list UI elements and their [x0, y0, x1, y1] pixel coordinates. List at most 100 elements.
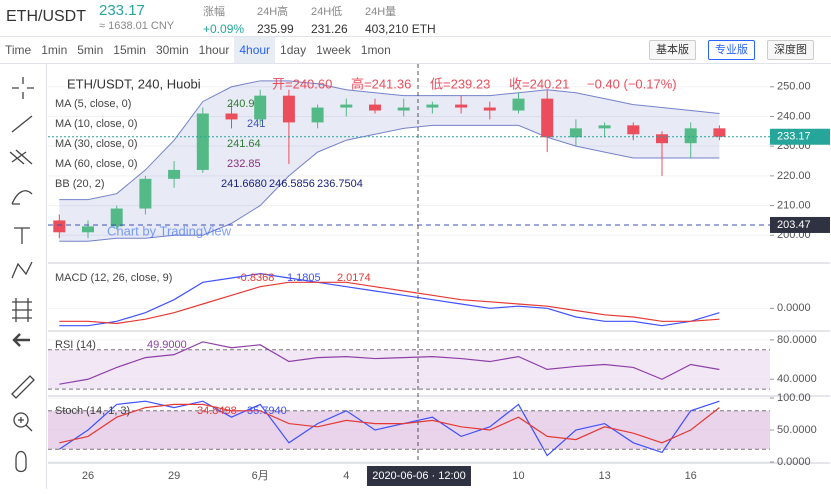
crosshair-tag	[367, 466, 471, 486]
candle-body	[541, 98, 554, 138]
text-tool[interactable]	[14, 227, 30, 244]
candle-body	[282, 95, 295, 123]
indicator-line	[58, 400, 720, 457]
interval-button[interactable]: 1min	[41, 43, 68, 57]
interval-button[interactable]: 4hour	[234, 37, 276, 63]
study-name: MA (30, close, 0)	[55, 138, 138, 150]
study-name: BB (20, 2)	[55, 178, 105, 190]
stat-label: 24H低	[311, 6, 343, 18]
y-tick-label: 80.0000	[777, 334, 817, 346]
interval-button[interactable]: 30min	[155, 43, 189, 57]
stat: 24H低 231.26	[311, 3, 348, 36]
indicator-line	[59, 403, 720, 444]
marker-label: 203.47	[777, 219, 811, 231]
stat-value: +0.09%	[203, 22, 245, 36]
interval-button[interactable]: 5min	[77, 43, 104, 57]
candle-body	[110, 208, 123, 227]
y-tick-label: 240.00	[777, 110, 811, 122]
y-tick-label: 210.00	[777, 199, 811, 211]
indicator-value: 49.9000	[147, 339, 187, 351]
study-name: MA (60, close, 0)	[55, 158, 138, 170]
view-button[interactable]: 基本版	[649, 40, 696, 60]
y-tick-label: 100.00	[777, 392, 811, 404]
chart: 200.00210.00220.00230.00240.00250.00233.…	[48, 64, 830, 486]
interval-button[interactable]: Time	[5, 43, 32, 57]
interval-button[interactable]: 1mon	[360, 43, 391, 57]
indicator-title: Stoch (14, 1, 3)	[55, 405, 130, 417]
change-value: −0.40 (−0.17%)	[587, 76, 677, 91]
indicator-line	[59, 341, 720, 385]
interval-button[interactable]: 1day	[280, 43, 307, 57]
crosshair-tool[interactable]	[12, 77, 34, 99]
y-tick-label: 40.0000	[777, 373, 817, 385]
study-value: 241.64	[227, 138, 261, 150]
y-tick-label: 220.00	[777, 170, 811, 182]
candle-body	[340, 104, 353, 108]
x-tick-label: 29	[168, 470, 180, 482]
indicator-line	[59, 281, 720, 325]
candle-body	[139, 178, 152, 209]
ohlc-value: 高=241.36	[351, 76, 411, 91]
study-name: MA (10, close, 0)	[55, 118, 138, 130]
candle-body	[426, 104, 439, 108]
candle-body	[569, 128, 582, 138]
back-tool[interactable]	[12, 333, 30, 347]
candle-body	[455, 104, 468, 108]
line-tool[interactable]	[11, 115, 33, 133]
interval-button[interactable]: 1week	[316, 43, 351, 57]
indicator-value: -0.8368	[237, 272, 274, 284]
zoom-tool[interactable]	[13, 412, 29, 428]
indicator-line	[59, 273, 720, 327]
study-value: 241.6680	[221, 178, 267, 190]
toolbar: Time 1min 5min 15min 30min 1hour 4hour 1day 1wee…	[0, 37, 831, 64]
y-tick-label: 50.0000	[777, 424, 817, 436]
band-fill	[48, 349, 770, 390]
stat-value: 403,210 ETH	[365, 22, 436, 36]
pattern-tool[interactable]	[11, 261, 33, 279]
cny-price: ≈ 1638.01 CNY	[99, 20, 175, 32]
study-value: 240.9	[227, 98, 255, 110]
interval-button[interactable]: 15min	[113, 43, 146, 57]
drawing-tools	[0, 64, 47, 489]
candle-body	[168, 169, 181, 179]
magnet-tool[interactable]	[15, 450, 27, 473]
x-tick-label: 26	[82, 470, 94, 482]
study-value: 236.7504	[317, 178, 363, 190]
candle-body	[225, 113, 238, 120]
candle-body	[627, 125, 640, 135]
candle-body	[684, 128, 697, 144]
price: 233.17	[99, 2, 145, 19]
candle-body	[254, 95, 267, 120]
x-tick-label: 10	[512, 470, 524, 482]
x-tick-label: 16	[685, 470, 697, 482]
header: ETH/USDT 233.17 ≈ 1638.01 CNY 涨幅 +0.09% 24…	[0, 0, 831, 37]
ruler-tool[interactable]	[11, 375, 35, 399]
ohlc-value: 开=240.60	[272, 76, 332, 91]
indicator-title: MACD (12, 26, close, 9)	[55, 272, 172, 284]
measure-tool[interactable]	[12, 298, 32, 322]
bb-upper	[59, 80, 720, 201]
study-value: 232.85	[227, 158, 261, 170]
candle-body	[598, 125, 611, 129]
tool-icons	[9, 77, 35, 473]
brush-tool[interactable]	[11, 190, 33, 205]
stat-value: 235.99	[257, 22, 294, 36]
view-button[interactable]: 深度图	[767, 40, 814, 60]
interval-button[interactable]: 1hour	[198, 43, 230, 57]
indicator-value: 1.1805	[287, 272, 321, 284]
stat-label: 24H量	[365, 6, 397, 18]
candle-body	[369, 104, 381, 111]
stat-label: 24H高	[257, 6, 289, 18]
study-value: 246.5856	[269, 178, 315, 190]
candle-body	[53, 220, 66, 233]
stat-label: 涨幅	[203, 6, 225, 18]
x-tick-label: 6月	[252, 470, 269, 482]
fib-tool[interactable]	[9, 149, 33, 165]
candle-body	[196, 113, 209, 170]
bb-lower	[59, 124, 720, 242]
pair: ETH/USDT	[6, 8, 86, 25]
candle-body	[713, 128, 726, 137]
view-button[interactable]: 专业版	[708, 40, 755, 60]
ohlc-value: 收=240.21	[509, 76, 569, 91]
